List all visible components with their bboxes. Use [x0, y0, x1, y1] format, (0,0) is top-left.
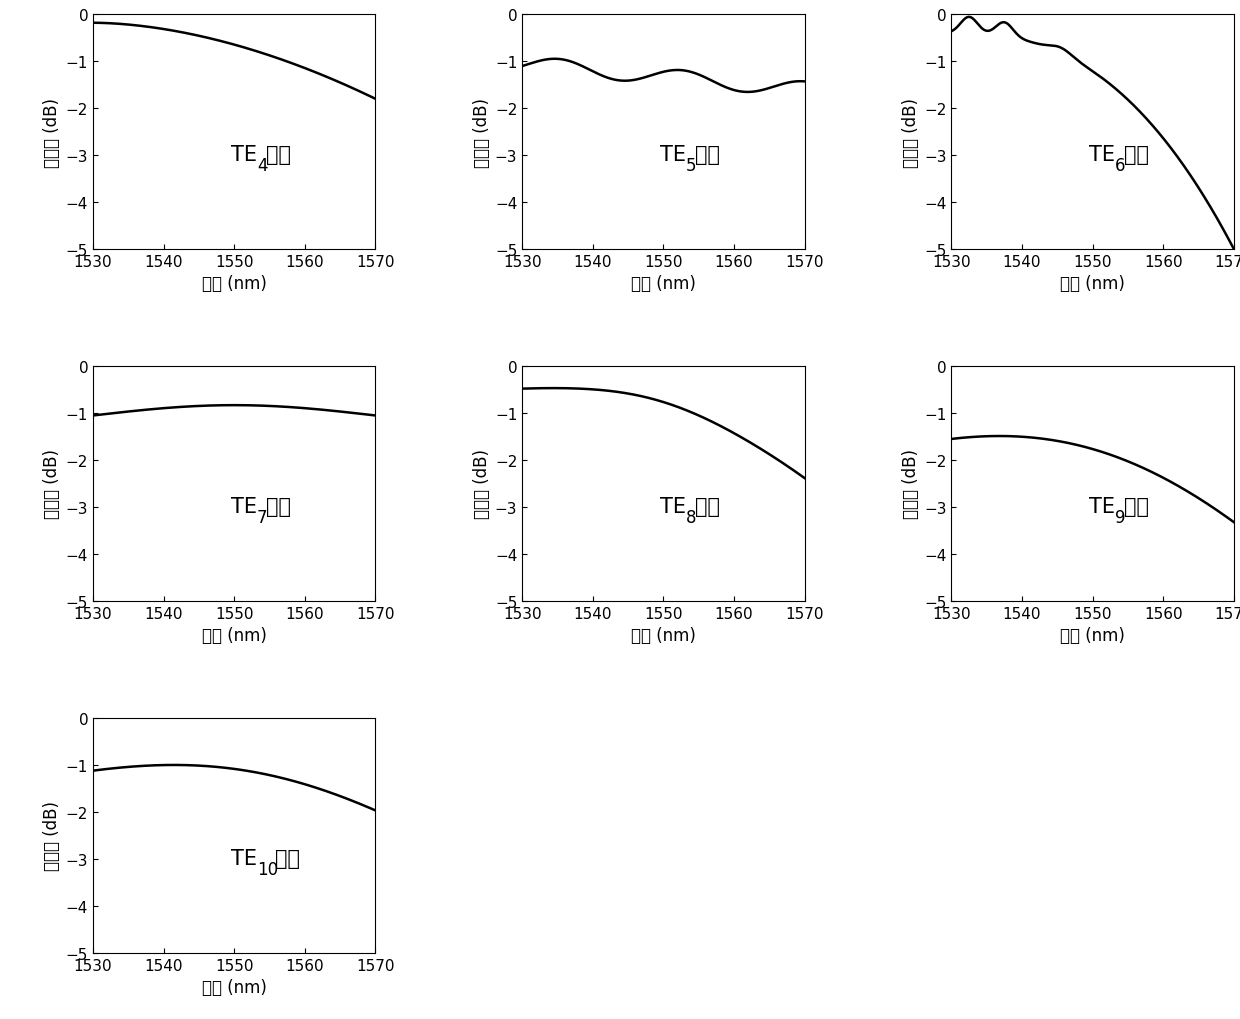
Y-axis label: 传输谱 (dB): 传输谱 (dB): [901, 98, 920, 167]
Text: 10: 10: [257, 860, 278, 878]
Text: 8: 8: [686, 508, 697, 527]
Text: 6: 6: [1115, 157, 1126, 175]
Y-axis label: 传输谱 (dB): 传输谱 (dB): [43, 449, 62, 519]
X-axis label: 波长 (nm): 波长 (nm): [631, 275, 696, 293]
Y-axis label: 传输谱 (dB): 传输谱 (dB): [43, 98, 62, 167]
Text: 模式: 模式: [696, 145, 720, 165]
Y-axis label: 传输谱 (dB): 传输谱 (dB): [43, 801, 62, 870]
X-axis label: 波长 (nm): 波长 (nm): [631, 627, 696, 645]
Y-axis label: 传输谱 (dB): 传输谱 (dB): [472, 98, 491, 167]
Text: TE: TE: [660, 145, 686, 165]
Text: TE: TE: [231, 145, 257, 165]
Text: 模式: 模式: [265, 496, 291, 517]
X-axis label: 波长 (nm): 波长 (nm): [202, 978, 267, 997]
Text: 7: 7: [257, 508, 268, 527]
Text: 模式: 模式: [696, 496, 720, 517]
Text: TE: TE: [1089, 145, 1115, 165]
Text: 模式: 模式: [1125, 145, 1149, 165]
Text: 5: 5: [686, 157, 697, 175]
Text: TE: TE: [231, 496, 257, 517]
Text: TE: TE: [231, 848, 257, 868]
Y-axis label: 传输谱 (dB): 传输谱 (dB): [472, 449, 491, 519]
Y-axis label: 传输谱 (dB): 传输谱 (dB): [901, 449, 920, 519]
X-axis label: 波长 (nm): 波长 (nm): [1060, 627, 1125, 645]
Text: 9: 9: [1115, 508, 1126, 527]
X-axis label: 波长 (nm): 波长 (nm): [202, 275, 267, 293]
Text: 模式: 模式: [1125, 496, 1149, 517]
Text: 模式: 模式: [265, 145, 291, 165]
Text: TE: TE: [660, 496, 686, 517]
X-axis label: 波长 (nm): 波长 (nm): [1060, 275, 1125, 293]
Text: 模式: 模式: [275, 848, 300, 868]
Text: 4: 4: [257, 157, 268, 175]
X-axis label: 波长 (nm): 波长 (nm): [202, 627, 267, 645]
Text: TE: TE: [1089, 496, 1115, 517]
